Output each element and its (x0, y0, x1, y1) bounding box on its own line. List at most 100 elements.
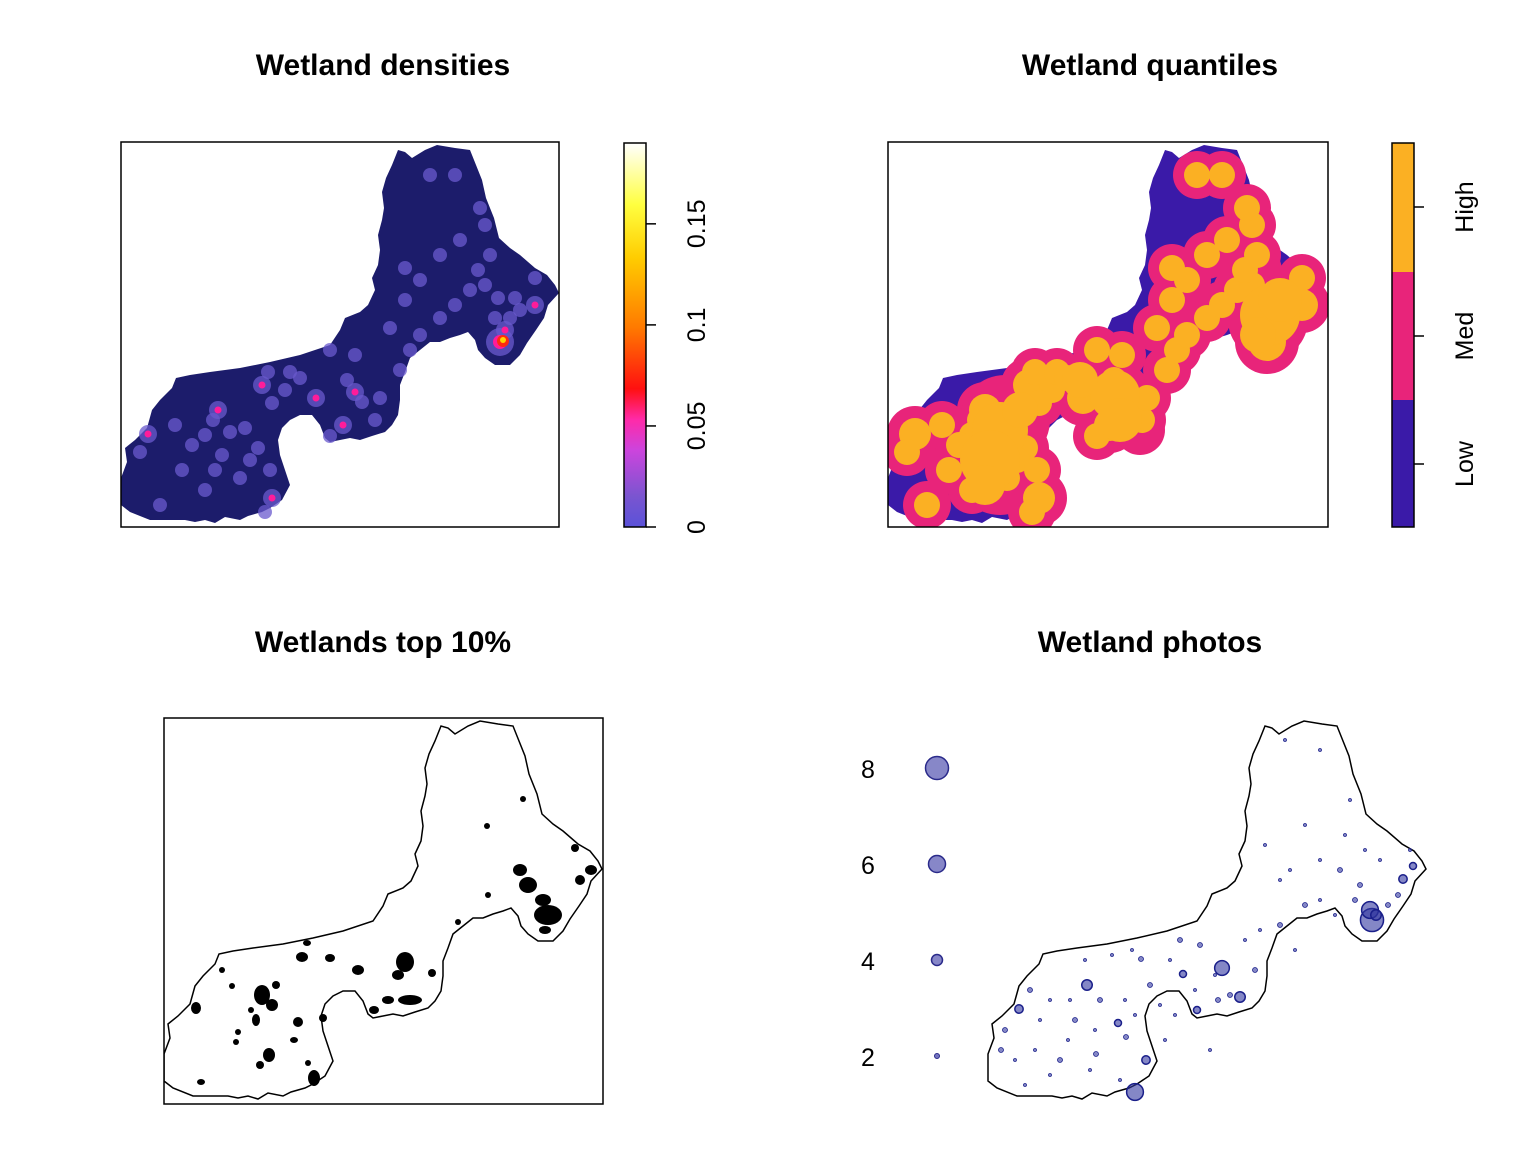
photo-point (1066, 1038, 1070, 1042)
photo-point (1033, 1048, 1037, 1052)
density-halo (251, 441, 265, 455)
high-zone (1022, 359, 1048, 385)
legend-high-swatch (1392, 143, 1414, 272)
density-halo (398, 261, 412, 275)
photo-point (1048, 1073, 1052, 1077)
wetland-patch (219, 967, 225, 973)
wetland-patch (248, 1007, 254, 1013)
photo-point (1097, 997, 1103, 1003)
high-zone (1134, 385, 1160, 411)
density-halo (413, 328, 427, 342)
high-zone (1244, 242, 1270, 268)
legend-label-low: Low (1451, 440, 1479, 487)
plot-frame (887, 141, 1329, 528)
high-zone (1240, 317, 1276, 353)
wetland-patch (308, 1070, 320, 1086)
high-zone (1214, 227, 1240, 253)
wetland-patch (254, 985, 270, 1005)
high-zone (1184, 162, 1210, 188)
photo-point (1395, 892, 1401, 898)
high-zone (1019, 499, 1045, 525)
density-peak (268, 494, 276, 502)
high-zone (1002, 392, 1038, 428)
photo-point (1352, 897, 1358, 903)
photo-point (1370, 909, 1382, 921)
density-halo (433, 311, 447, 325)
photo-point (1038, 1018, 1042, 1022)
wetland-patch (305, 1060, 311, 1066)
wetland-patch (290, 1037, 298, 1043)
photo-point (1357, 882, 1363, 888)
wetland-patch (382, 996, 394, 1004)
photo-point (1318, 858, 1322, 862)
density-halo (355, 395, 369, 409)
photo-point (1072, 1017, 1078, 1023)
photo-point (1048, 998, 1052, 1002)
high-zone (1209, 292, 1235, 318)
colorbar-tick-label: 0 (683, 520, 711, 534)
photo-point (1302, 902, 1308, 908)
photo-point (1278, 878, 1282, 882)
wetland-patch (585, 865, 597, 875)
photo-point (1123, 998, 1127, 1002)
high-zone (1109, 342, 1135, 368)
colorbar-tick-label: 0.1 (683, 308, 711, 343)
top10-map (164, 720, 603, 1100)
photo-point (1213, 959, 1231, 977)
photo-point (1027, 987, 1033, 993)
density-halo (238, 421, 252, 435)
density-halo (368, 413, 382, 427)
density-peak (351, 388, 359, 396)
density-halo (265, 396, 279, 410)
photo-point (1138, 956, 1144, 962)
photo-point (1408, 861, 1418, 871)
density-halo (473, 201, 487, 215)
high-zone (1194, 242, 1220, 268)
high-zone (1154, 357, 1180, 383)
density-colorbar (623, 142, 647, 528)
wetland-patch (513, 864, 527, 876)
density-halo (503, 311, 517, 325)
wetland-patch (352, 965, 364, 975)
photo-point (1303, 823, 1307, 827)
photo-point (1147, 982, 1153, 988)
density-peak (531, 301, 539, 309)
density-halo (323, 429, 337, 443)
size-legend-label-4: 4 (861, 948, 875, 976)
photo-point (1215, 997, 1221, 1003)
density-halo (508, 291, 522, 305)
density-halo (413, 273, 427, 287)
wetland-patch (455, 919, 461, 925)
density-halo (208, 463, 222, 477)
photo-point (1208, 1048, 1212, 1052)
high-zone (1024, 457, 1050, 483)
legend-label-high: High (1451, 181, 1479, 232)
density-halo (261, 365, 275, 379)
wetland-patch (229, 983, 235, 989)
density-halo (153, 498, 167, 512)
photo-point (1177, 937, 1183, 943)
density-peak (501, 326, 509, 334)
photo-point (1408, 848, 1412, 852)
legend-label-med: Med (1451, 312, 1479, 361)
density-hotspots (133, 168, 544, 519)
density-halo (403, 343, 417, 357)
density-halo (513, 303, 527, 317)
high-zone (1234, 195, 1260, 221)
photo-point (1002, 1027, 1008, 1033)
wetland-patch (325, 954, 335, 962)
photo-point (1283, 738, 1287, 742)
photo-point (1110, 953, 1114, 957)
wetland-patch (197, 1079, 205, 1085)
density-halo (463, 283, 477, 297)
wetland-patch (571, 844, 579, 852)
density-halo (448, 298, 462, 312)
density-halo (348, 348, 362, 362)
density-halo (243, 453, 257, 467)
density-halo (133, 445, 147, 459)
panel-title-quantiles: Wetland quantiles (1022, 49, 1278, 82)
density-halo (258, 505, 272, 519)
photo-point (1398, 874, 1408, 884)
panel-title-top10: Wetlands top 10% (255, 626, 511, 659)
